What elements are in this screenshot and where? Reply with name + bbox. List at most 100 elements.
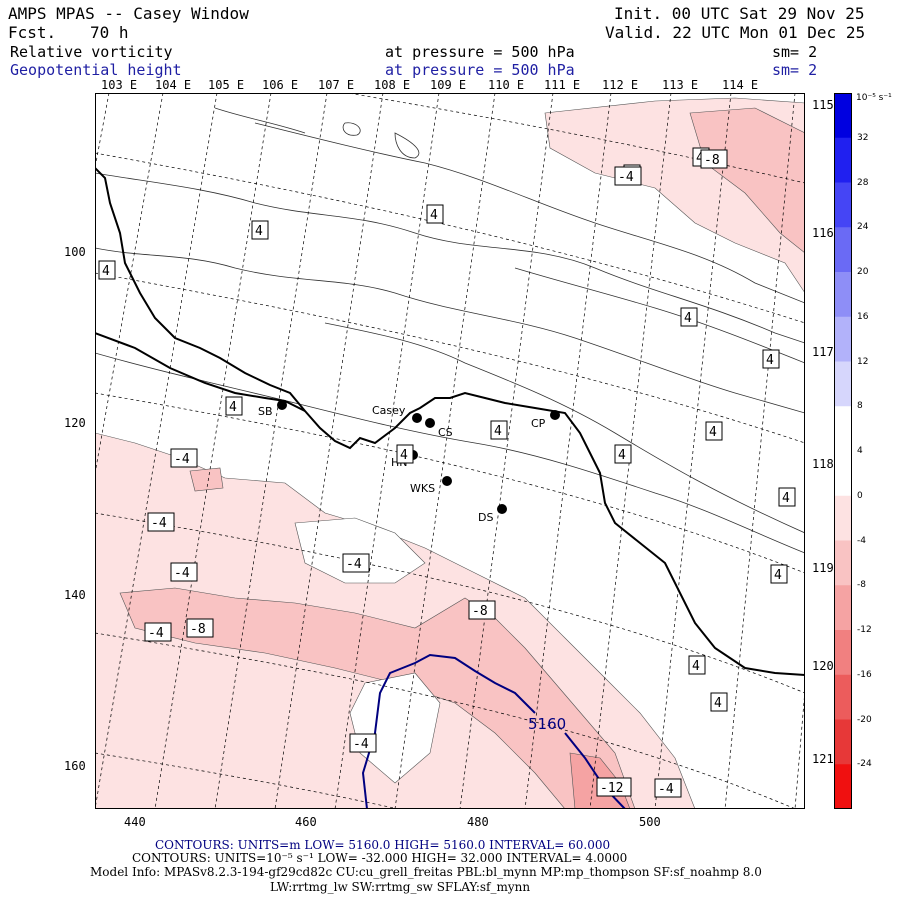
svg-text:-4: -4 (658, 782, 674, 797)
colorbar-swatch (834, 540, 852, 586)
contour-box: -4 (170, 562, 198, 582)
lon-label-top: 103 E (101, 78, 138, 92)
x-tick-label: 460 (295, 815, 317, 829)
svg-text:-4: -4 (151, 516, 167, 531)
contour-box: 4 (225, 396, 243, 416)
station-casey (412, 413, 422, 423)
station-sb (277, 400, 287, 410)
lon-label-top: 110 E (488, 78, 525, 92)
contour-box: 4 (426, 204, 444, 224)
x-tick-label: 440 (124, 815, 146, 829)
svg-text:-8: -8 (190, 622, 206, 637)
colorbar-swatch (834, 764, 852, 809)
contour-box: 4 (98, 260, 116, 280)
init-time: Init. 00 UTC Sat 29 Nov 25 (614, 4, 865, 23)
svg-text:4: 4 (766, 353, 774, 368)
contour-box: 4 (490, 420, 508, 440)
contour-box: 4 (680, 307, 698, 327)
colorbar-tick-label: -8 (857, 580, 866, 591)
map-frame (95, 93, 805, 809)
lon-label-top: 108 E (374, 78, 411, 92)
colorbar-swatch (834, 674, 852, 720)
contour-box: -4 (349, 733, 377, 753)
lon-label-top: 106 E (262, 78, 299, 92)
colorbar-swatch (834, 93, 852, 139)
station-label: DS (478, 511, 493, 524)
colorbar-swatch (834, 630, 852, 676)
contour-box: 4 (778, 487, 796, 507)
station-label: WKS (410, 482, 435, 495)
colorbar-swatch (834, 316, 852, 362)
colorbar-tick-label: -24 (857, 759, 872, 770)
colorbar-tick-label: 12 (857, 356, 869, 367)
lon-label-top: 109 E (430, 78, 467, 92)
station-ds (497, 504, 507, 514)
svg-text:4: 4 (692, 659, 700, 674)
svg-text:-8: -8 (704, 153, 720, 168)
lon-label-top: 111 E (544, 78, 581, 92)
svg-text:4: 4 (494, 424, 502, 439)
colorbar-swatch (834, 451, 852, 497)
colorbar-frame (834, 93, 852, 809)
colorbar-tick-label: 16 (857, 311, 869, 322)
svg-text:4: 4 (714, 696, 722, 711)
colorbar-tick-label: 24 (857, 222, 869, 233)
colorbar-swatch (834, 182, 852, 228)
field1-name: Relative vorticity (10, 43, 173, 61)
geopotential-contour-5160-b (564, 732, 626, 809)
colorbar-tick-label: -20 (857, 714, 872, 725)
lon-label-top: 113 E (662, 78, 699, 92)
ice-edge (95, 332, 306, 412)
lon-label-top: 107 E (318, 78, 355, 92)
svg-text:-4: -4 (618, 170, 634, 185)
station-wks (442, 476, 452, 486)
colorbar (834, 93, 852, 809)
y-tick-label: 140 (64, 588, 86, 602)
colorbar-tick-label: 0 (857, 490, 863, 501)
footer-physics: LW:rrtmg_lw SW:rrtmg_sw SFLAY:sf_mynn (270, 880, 531, 894)
contour-box: -4 (654, 778, 682, 798)
svg-text:4: 4 (709, 425, 717, 440)
colorbar-swatch (834, 272, 852, 318)
station-cs (425, 418, 435, 428)
contour-box: 4 (705, 421, 723, 441)
svg-text:-4: -4 (353, 737, 369, 752)
svg-text:-4: -4 (148, 626, 164, 641)
footer-height-contours: CONTOURS: UNITS=m LOW= 5160.0 HIGH= 5160… (155, 838, 611, 852)
colorbar-tick-label: 28 (857, 177, 869, 188)
footer-vorticity-contours: CONTOURS: UNITS=10⁻⁵ s⁻¹ LOW= -32.000 HI… (132, 851, 628, 865)
x-tick-label: 480 (467, 815, 489, 829)
colorbar-tick-label: -12 (857, 625, 872, 635)
field2-smoothing: sm= 2 (772, 61, 818, 79)
y-tick-label: 120 (64, 416, 86, 430)
station-label: SB (258, 405, 273, 418)
svg-text:4: 4 (696, 151, 704, 166)
colorbar-unit: 10⁻⁵ s⁻¹ (856, 93, 892, 103)
svg-text:4: 4 (618, 448, 626, 463)
plot-title: AMPS MPAS -- Casey Window (8, 4, 249, 23)
footer-model-info: Model Info: MPASv8.2.3-194-gf29cd82c CU:… (90, 865, 762, 879)
station-markers (277, 400, 560, 514)
colorbar-swatch (834, 361, 852, 407)
svg-text:-12: -12 (600, 781, 623, 796)
shade-small-neg8 (189, 467, 224, 492)
vorticity-contours (95, 107, 805, 554)
station-label: CS (438, 426, 453, 439)
svg-text:4: 4 (684, 311, 692, 326)
forecast-label: Fcst. (8, 23, 57, 42)
colorbar-tick-label: 8 (857, 401, 863, 412)
contour-box: 4 (614, 444, 632, 464)
svg-text:4: 4 (400, 448, 408, 463)
colorbar-tick-label: 4 (857, 446, 863, 456)
station-labels: SB Casey CS CP HN WKS DS (258, 404, 546, 524)
colorbar-swatch (834, 585, 852, 631)
colorbar-swatch (834, 137, 852, 183)
contour-box: -8 (186, 618, 214, 638)
forecast-hour: 70 h (90, 23, 129, 42)
station-label: CP (531, 417, 546, 430)
colorbar-swatch (834, 719, 852, 765)
contour-box: -12 (596, 777, 632, 797)
shade-neg8-south-band (119, 587, 636, 809)
svg-text:-8: -8 (472, 604, 488, 619)
contour-box: 4 (762, 349, 780, 369)
